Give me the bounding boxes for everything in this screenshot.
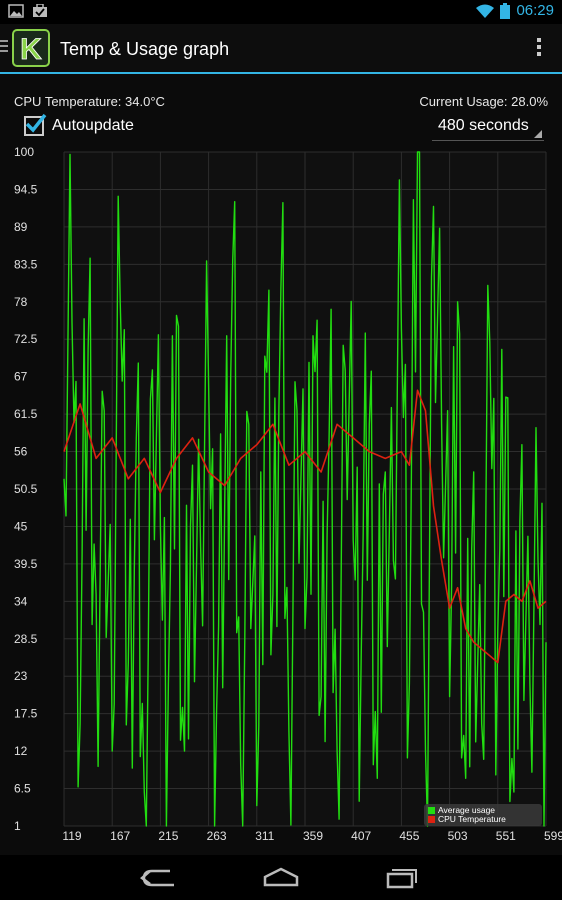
interval-spinner[interactable]: 480 seconds [432,114,544,141]
y-axis-ticks: 1 6.5 12 17.5 23 28.5 34 39.5 45 50.5 56 61.5 67 72.5… [14,145,38,833]
y-tick-label: 67 [14,370,28,384]
y-tick-label: 100 [14,145,34,159]
temp-usage-graph: 1 6.5 12 17.5 23 28.5 34 39.5 45 50.5 56 61.5 67 72.5… [14,145,562,843]
interval-value: 480 seconds [438,117,529,134]
x-tick-label: 215 [158,829,178,843]
cpu-temperature-readout: CPU Temperature: 34.0°C [14,94,165,109]
back-icon [140,869,174,887]
svg-text:K: K [20,33,42,66]
x-tick-label: 407 [351,829,371,843]
temperature-series-line [63,389,547,664]
spinner-arrow-icon [534,130,542,138]
y-tick-label: 78 [14,295,28,309]
home-icon [263,867,299,887]
x-tick-label: 455 [399,829,419,843]
y-tick-label: 94.5 [14,182,38,196]
legend: Average usage CPU Temperature [424,804,542,826]
x-tick-label: 503 [448,829,468,843]
y-tick-label: 83.5 [14,257,38,271]
drawer-indicator-icon[interactable] [0,40,8,55]
wifi-icon [476,4,495,18]
grid-lines [63,151,547,827]
series-lines [63,151,547,827]
x-tick-label: 119 [62,829,81,843]
y-tick-label: 17.5 [14,707,38,721]
x-tick-label: 263 [207,829,227,843]
page-title: Temp & Usage graph [60,39,230,59]
y-tick-label: 45 [14,519,28,533]
y-tick-label: 12 [14,744,28,758]
overflow-menu-icon[interactable] [536,38,542,59]
home-button[interactable] [251,863,311,893]
main-content: CPU Temperature: 34.0°C Current Usage: 2… [0,74,562,855]
y-tick-label: 6.5 [14,782,31,796]
back-button[interactable] [130,863,190,893]
x-tick-label: 167 [110,829,130,843]
x-tick-label: 599 [544,829,562,843]
checkmark-icon [25,113,47,133]
checkbox-box[interactable] [24,113,47,136]
usage-series-line [63,151,547,827]
y-tick-label: 61.5 [14,407,38,421]
legend-swatch-usage [428,807,435,814]
legend-label-usage: Average usage [438,805,495,815]
y-tick-label: 1 [14,819,21,833]
clock: 06:29 [516,2,554,19]
y-tick-label: 23 [14,669,28,683]
y-tick-label: 50.5 [14,482,38,496]
current-usage-readout: Current Usage: 28.0% [419,94,548,109]
briefcase-check-icon [33,4,47,17]
autoupdate-label: Autoupdate [52,117,134,134]
autoupdate-checkbox[interactable]: Autoupdate [24,113,134,136]
action-bar: K Temp & Usage graph [0,24,562,74]
y-tick-label: 89 [14,220,28,234]
x-tick-label: 311 [255,829,274,843]
y-tick-label: 34 [14,594,28,608]
y-tick-label: 28.5 [14,632,38,646]
y-tick-label: 72.5 [14,332,38,346]
legend-swatch-temperature [428,816,435,823]
x-tick-label: 359 [303,829,323,843]
app-logo-icon[interactable]: K [12,29,50,67]
navigation-bar [0,855,562,900]
status-bar: 06:29 [0,0,562,24]
y-tick-label: 39.5 [14,557,38,571]
recent-apps-icon [386,869,417,889]
legend-label-temperature: CPU Temperature [438,814,506,824]
battery-icon [500,2,511,19]
legend-background [424,804,542,826]
image-icon [8,4,24,18]
recent-apps-button[interactable] [372,863,432,893]
x-tick-label: 551 [496,829,516,843]
y-tick-label: 56 [14,445,28,459]
x-axis-ticks: 119 167 215 263 311 359 407 455 503 551 599 [62,829,562,843]
